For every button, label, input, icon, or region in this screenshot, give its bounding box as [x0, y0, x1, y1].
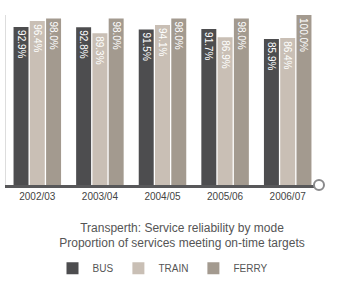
svg-text:98.0%: 98.0% [236, 21, 247, 49]
svg-text:Transperth: Service reliabilit: Transperth: Service reliability by modeP… [59, 221, 304, 251]
svg-text:98.0%: 98.0% [111, 21, 122, 49]
svg-text:89.3%: 89.3% [94, 36, 105, 64]
svg-text:BUS: BUS [93, 263, 114, 274]
svg-text:2006/07: 2006/07 [270, 191, 307, 202]
svg-text:2005/06: 2005/06 [207, 191, 244, 202]
svg-text:FERRY: FERRY [233, 263, 267, 274]
svg-text:TRAIN: TRAIN [158, 263, 188, 274]
svg-text:86.4%: 86.4% [282, 41, 293, 69]
svg-text:100.0%: 100.0% [298, 18, 309, 52]
svg-text:98.0%: 98.0% [48, 21, 59, 49]
svg-text:92.8%: 92.8% [78, 30, 89, 58]
svg-text:85.9%: 85.9% [266, 42, 277, 70]
svg-text:2003/04: 2003/04 [82, 191, 119, 202]
svg-text:86.9%: 86.9% [220, 40, 231, 68]
svg-text:91.5%: 91.5% [141, 32, 152, 60]
svg-text:98.0%: 98.0% [173, 21, 184, 49]
svg-text:92.9%: 92.9% [16, 30, 27, 58]
svg-text:96.4%: 96.4% [32, 24, 43, 52]
svg-text:91.7%: 91.7% [203, 32, 214, 60]
svg-text:94.1%: 94.1% [157, 28, 168, 56]
svg-text:2002/03: 2002/03 [19, 191, 56, 202]
svg-text:2004/05: 2004/05 [144, 191, 181, 202]
